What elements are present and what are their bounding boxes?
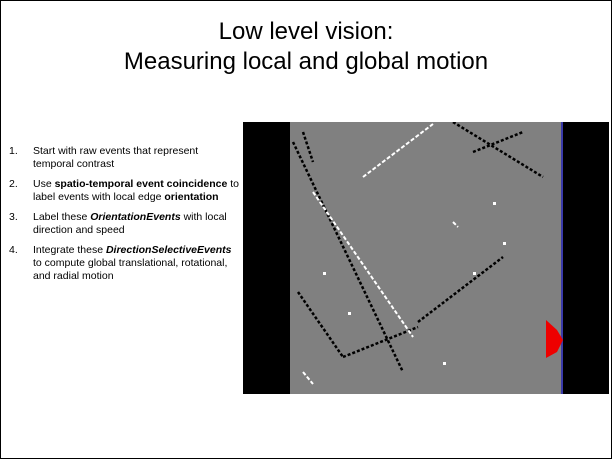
step-text: Label these (33, 211, 90, 223)
step-text-bold: spatio-temporal event coincidence (55, 178, 228, 190)
step-number: 2. (9, 178, 18, 191)
step: 3.Label these OrientationEvents with loc… (9, 211, 241, 237)
step: 2.Use spatio-temporal event coincidence … (9, 178, 241, 204)
step-number: 1. (9, 145, 18, 158)
step: 1. Start with raw events that represent t… (9, 145, 241, 171)
title-line: Low level vision: (1, 18, 611, 46)
title-line: Measuring local and global motion (1, 48, 611, 76)
step-text: Use (33, 178, 55, 190)
step-text: Start with raw events that represent tem… (33, 145, 198, 170)
step-text-bold-italic: OrientationEvents (90, 211, 180, 223)
step-text: Integrate these (33, 244, 106, 256)
sensor-field (290, 122, 562, 394)
slide: Low level vision: Measuring local and gl… (0, 0, 612, 459)
step-list: 1. Start with raw events that represent t… (9, 145, 241, 290)
step-number: 3. (9, 211, 18, 224)
step-number: 4. (9, 244, 18, 257)
step: 4. Integrate these DirectionSelectiveEven… (9, 244, 241, 283)
step-text-bold: orientation (164, 191, 218, 203)
step-text: to compute global translational, rotatio… (33, 257, 227, 282)
step-text-bold-italic: DirectionSelectiveEvents (106, 244, 231, 256)
event-image (243, 122, 609, 394)
